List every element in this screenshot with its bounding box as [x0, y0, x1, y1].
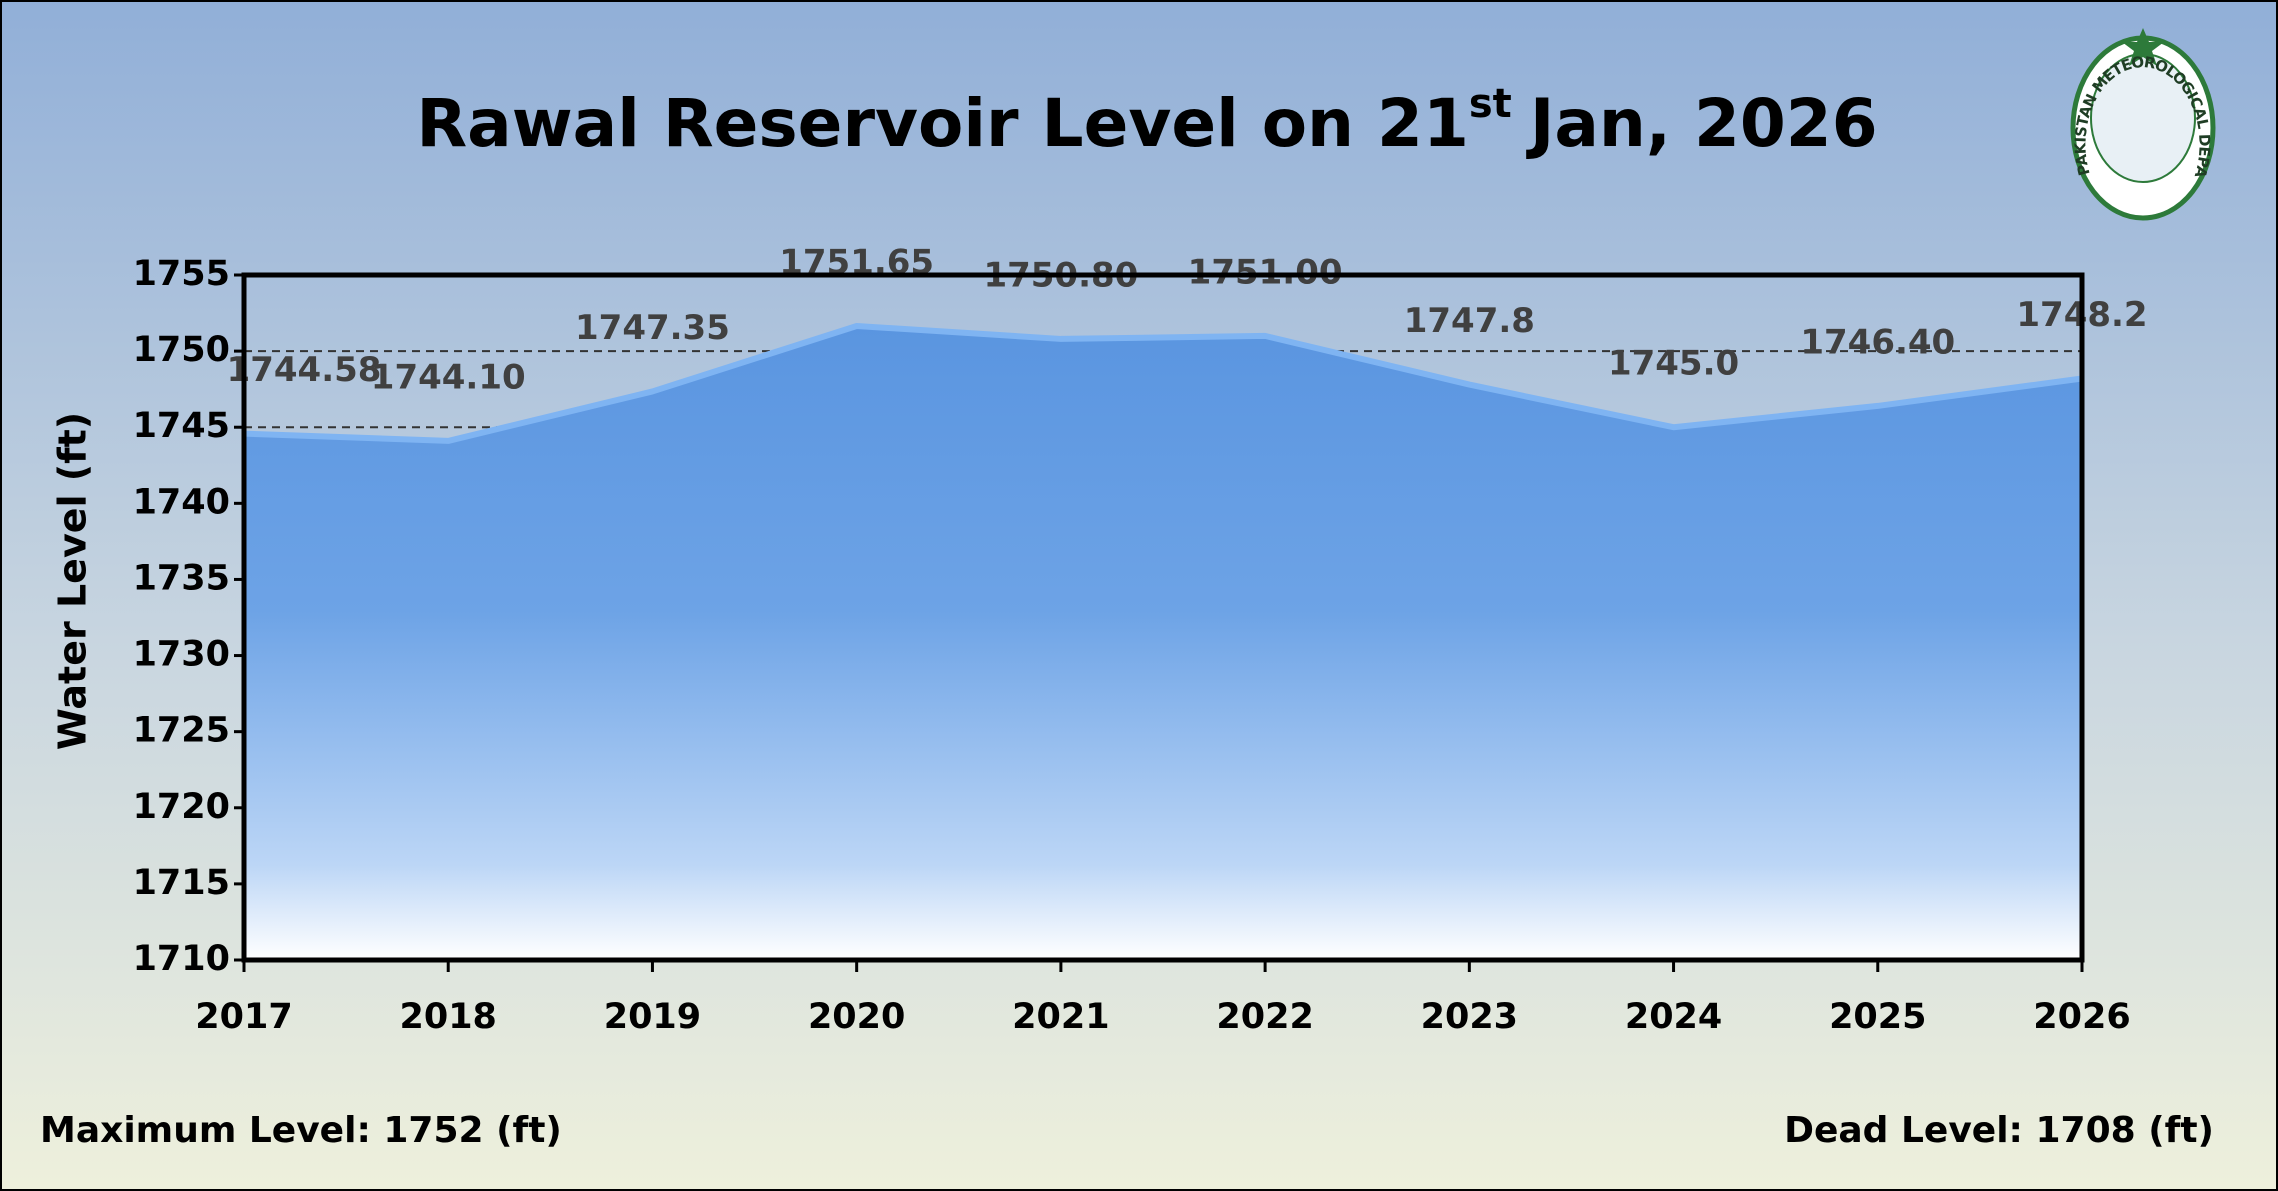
title-rest: Jan, 2026 — [1526, 85, 1878, 162]
x-tick-label: 2020 — [808, 997, 905, 1037]
title-superscript: st — [1469, 81, 1512, 127]
y-tick-label: 1710 — [133, 939, 230, 979]
x-tick-label: 2017 — [195, 997, 292, 1037]
x-tick-label: 2019 — [604, 997, 701, 1037]
footer-right: Dead Level: 1708 (ft) — [1784, 1110, 2214, 1151]
y-tick-label: 1720 — [133, 787, 230, 827]
data-label: 1744.58 — [227, 350, 382, 390]
y-tick-label: 1755 — [133, 254, 230, 294]
logo-star — [2122, 28, 2164, 66]
data-label: 1744.10 — [371, 357, 526, 397]
y-tick-label: 1745 — [133, 406, 230, 446]
x-tick-label: 2018 — [400, 997, 497, 1037]
y-tick-label: 1740 — [133, 482, 230, 522]
y-tick-label: 1715 — [133, 863, 230, 903]
x-tick-label: 2022 — [1216, 997, 1313, 1037]
y-axis-label: Water Level (ft) — [51, 412, 95, 750]
x-tick-label: 2026 — [2033, 997, 2130, 1037]
data-label: 1745.0 — [1608, 344, 1739, 384]
x-tick-label: 2023 — [1421, 997, 1518, 1037]
chart-title: Rawal Reservoir Level on 21st Jan, 2026 — [416, 81, 1877, 162]
area-outline — [243, 322, 2083, 444]
title-main: Rawal Reservoir Level on 21 — [416, 85, 1469, 162]
plot: 1710 1715 1720 1725 1730 1735 1740 1745 1750 1755… — [133, 242, 2148, 1037]
plot-frame — [241, 272, 2085, 963]
y-tick-label: 1735 — [133, 558, 230, 598]
area-fill — [244, 325, 2082, 960]
data-label: 1751.00 — [1188, 252, 1343, 292]
y-tick-label: 1725 — [133, 711, 230, 751]
y-tick-label: 1730 — [133, 635, 230, 675]
x-tick-label: 2024 — [1625, 997, 1722, 1037]
y-tick-label: 1750 — [133, 330, 230, 370]
x-tick-label: 2021 — [1012, 997, 1109, 1037]
footer-left: Maximum Level: 1752 (ft) — [40, 1110, 562, 1151]
data-label: 1747.8 — [1404, 301, 1535, 341]
x-tick-label: 2025 — [1829, 997, 1926, 1037]
data-label: 1746.40 — [1800, 322, 1955, 362]
data-label: 1747.35 — [575, 308, 730, 348]
